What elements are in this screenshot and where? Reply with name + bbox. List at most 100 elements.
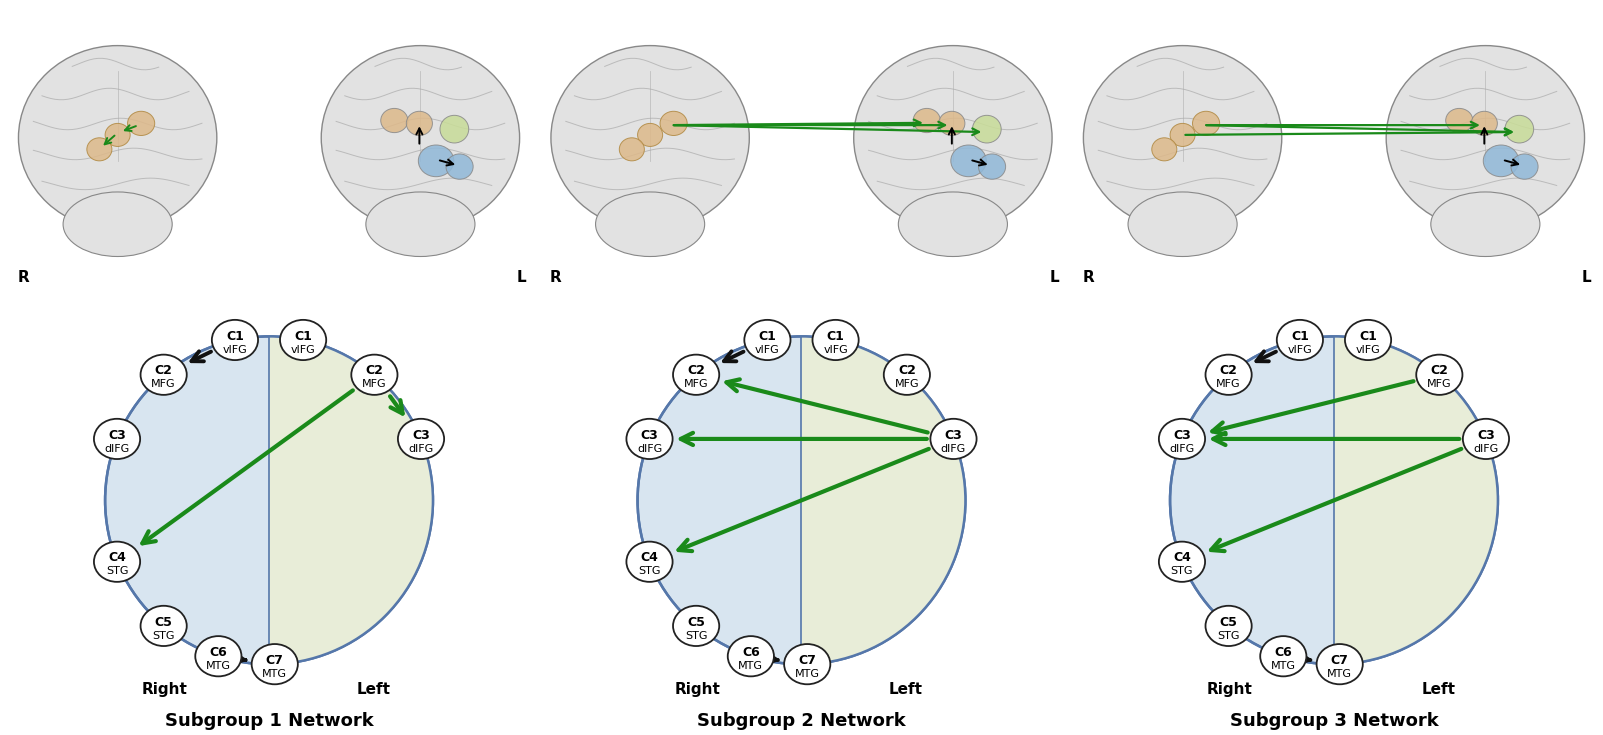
Ellipse shape <box>784 644 830 684</box>
Ellipse shape <box>63 192 172 257</box>
Text: C4: C4 <box>1173 551 1191 564</box>
Ellipse shape <box>1345 320 1391 360</box>
Ellipse shape <box>1205 354 1252 395</box>
Text: vlFG: vlFG <box>1356 345 1380 355</box>
Ellipse shape <box>1170 337 1497 664</box>
Ellipse shape <box>1193 111 1220 135</box>
Text: C2: C2 <box>1220 365 1238 377</box>
Ellipse shape <box>914 108 941 132</box>
Ellipse shape <box>1505 115 1534 143</box>
Text: MTG: MTG <box>795 669 819 679</box>
Ellipse shape <box>1431 192 1540 257</box>
Text: STG: STG <box>1217 631 1239 641</box>
Ellipse shape <box>128 111 155 135</box>
Ellipse shape <box>398 419 444 459</box>
Ellipse shape <box>1316 644 1363 684</box>
Text: dlFG: dlFG <box>636 444 662 453</box>
Text: dlFG: dlFG <box>409 444 434 453</box>
Ellipse shape <box>728 636 774 676</box>
Ellipse shape <box>673 606 720 646</box>
Text: C3: C3 <box>944 429 962 442</box>
Ellipse shape <box>627 542 673 582</box>
Text: L: L <box>1050 270 1060 285</box>
Text: Left: Left <box>888 682 923 697</box>
Ellipse shape <box>951 145 986 176</box>
Ellipse shape <box>252 644 298 684</box>
Text: Right: Right <box>1207 682 1252 697</box>
Ellipse shape <box>406 111 433 135</box>
Text: R: R <box>550 270 561 285</box>
Ellipse shape <box>439 115 468 143</box>
Text: C2: C2 <box>1430 365 1448 377</box>
Text: vlFG: vlFG <box>755 345 779 355</box>
Text: C4: C4 <box>107 551 127 564</box>
Text: STG: STG <box>638 567 660 576</box>
Text: C7: C7 <box>266 654 284 667</box>
Text: C2: C2 <box>688 365 705 377</box>
Ellipse shape <box>673 354 720 395</box>
Ellipse shape <box>930 419 976 459</box>
Ellipse shape <box>196 636 242 676</box>
Ellipse shape <box>1170 123 1196 146</box>
Ellipse shape <box>1446 108 1473 132</box>
Ellipse shape <box>141 354 188 395</box>
Text: dlFG: dlFG <box>1473 444 1499 453</box>
Text: Subgroup 1 Network: Subgroup 1 Network <box>165 712 373 730</box>
Ellipse shape <box>883 354 930 395</box>
Ellipse shape <box>551 46 749 230</box>
Ellipse shape <box>973 115 1002 143</box>
Ellipse shape <box>418 145 454 176</box>
Ellipse shape <box>1159 419 1205 459</box>
Text: C1: C1 <box>226 329 244 343</box>
Ellipse shape <box>1276 320 1322 360</box>
Text: vlFG: vlFG <box>1287 345 1313 355</box>
Polygon shape <box>802 337 965 664</box>
Ellipse shape <box>141 606 188 646</box>
Ellipse shape <box>1512 154 1539 179</box>
Text: C3: C3 <box>412 429 430 442</box>
Ellipse shape <box>95 419 139 459</box>
Text: C1: C1 <box>758 329 776 343</box>
Ellipse shape <box>1464 419 1508 459</box>
Ellipse shape <box>660 111 688 135</box>
Ellipse shape <box>1472 111 1497 135</box>
Text: vlFG: vlFG <box>824 345 848 355</box>
Ellipse shape <box>1129 192 1238 257</box>
Ellipse shape <box>939 111 965 135</box>
Text: C3: C3 <box>1173 429 1191 442</box>
Text: MFG: MFG <box>1217 379 1241 390</box>
Ellipse shape <box>106 337 433 664</box>
Ellipse shape <box>744 320 790 360</box>
Text: Subgroup 2 Network: Subgroup 2 Network <box>697 712 906 730</box>
Text: C1: C1 <box>1290 329 1308 343</box>
Text: L: L <box>1582 270 1592 285</box>
Text: C3: C3 <box>641 429 659 442</box>
Text: C6: C6 <box>742 646 760 659</box>
Text: R: R <box>18 270 29 285</box>
Text: C1: C1 <box>1359 329 1377 343</box>
Ellipse shape <box>898 192 1007 257</box>
Ellipse shape <box>813 320 859 360</box>
Text: C2: C2 <box>898 365 915 377</box>
Text: C1: C1 <box>295 329 313 343</box>
Text: C2: C2 <box>365 365 383 377</box>
Text: Left: Left <box>1422 682 1456 697</box>
Ellipse shape <box>95 542 139 582</box>
Text: C5: C5 <box>155 615 173 628</box>
Text: C5: C5 <box>688 615 705 628</box>
Ellipse shape <box>1483 145 1518 176</box>
Text: STG: STG <box>106 567 128 576</box>
Ellipse shape <box>1260 636 1306 676</box>
Text: MTG: MTG <box>205 661 231 671</box>
Ellipse shape <box>1159 542 1205 582</box>
Text: C6: C6 <box>1274 646 1292 659</box>
Ellipse shape <box>351 354 398 395</box>
Text: C5: C5 <box>1220 615 1238 628</box>
Text: C2: C2 <box>155 365 173 377</box>
Text: STG: STG <box>152 631 175 641</box>
Polygon shape <box>1334 337 1497 664</box>
Ellipse shape <box>19 46 216 230</box>
Ellipse shape <box>212 320 258 360</box>
Ellipse shape <box>87 137 112 161</box>
Polygon shape <box>269 337 433 664</box>
